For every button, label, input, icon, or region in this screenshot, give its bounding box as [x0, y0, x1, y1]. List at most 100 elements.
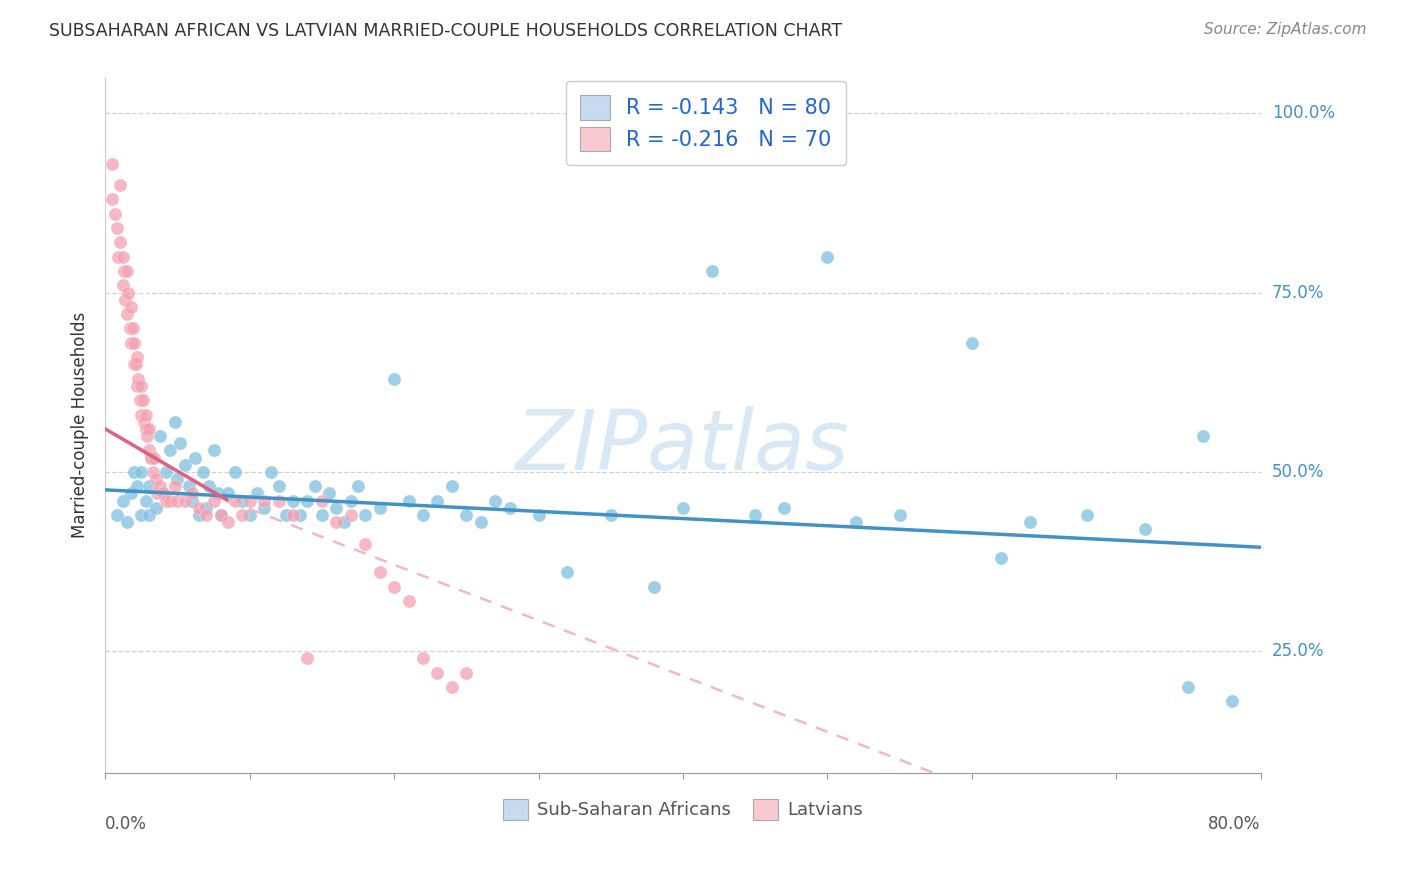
Point	[239, 508, 262, 522]
Point	[131, 508, 153, 522]
Text: 0.0%: 0.0%	[105, 815, 148, 833]
Point	[173, 493, 195, 508]
Point	[138, 508, 160, 522]
Point	[484, 493, 506, 508]
Point	[267, 493, 290, 508]
Point	[105, 508, 128, 522]
Point	[138, 422, 160, 436]
Point	[325, 515, 347, 529]
Point	[180, 493, 202, 508]
Point	[169, 436, 191, 450]
Point	[744, 508, 766, 522]
Point	[260, 465, 283, 479]
Point	[398, 493, 420, 508]
Point	[104, 207, 127, 221]
Point	[105, 221, 128, 235]
Point	[253, 500, 276, 515]
Point	[297, 651, 319, 665]
Point	[281, 508, 304, 522]
Point	[138, 479, 160, 493]
Point	[135, 422, 157, 436]
Point	[889, 508, 911, 522]
Point	[231, 493, 253, 508]
Point	[155, 465, 177, 479]
Point	[111, 278, 134, 293]
Point	[1018, 515, 1040, 529]
Point	[132, 393, 155, 408]
Point	[177, 479, 200, 493]
Point	[398, 594, 420, 608]
Point	[990, 551, 1012, 566]
Point	[412, 508, 434, 522]
Point	[700, 264, 723, 278]
Point	[125, 379, 148, 393]
Point	[470, 515, 492, 529]
Point	[1177, 680, 1199, 694]
Point	[124, 357, 146, 371]
Point	[145, 472, 167, 486]
Point	[120, 486, 142, 500]
Y-axis label: Married-couple Households: Married-couple Households	[72, 312, 89, 539]
Point	[101, 156, 124, 170]
Point	[209, 508, 232, 522]
Legend: Sub-Saharan Africans, Latvians: Sub-Saharan Africans, Latvians	[496, 791, 870, 827]
Point	[159, 443, 181, 458]
Point	[498, 500, 520, 515]
Point	[193, 465, 215, 479]
Point	[111, 493, 134, 508]
Point	[239, 493, 262, 508]
Point	[145, 500, 167, 515]
Point	[125, 479, 148, 493]
Point	[332, 515, 354, 529]
Point	[253, 493, 276, 508]
Point	[173, 458, 195, 472]
Point	[101, 193, 124, 207]
Point	[143, 450, 166, 465]
Point	[773, 500, 796, 515]
Point	[643, 580, 665, 594]
Point	[217, 515, 239, 529]
Text: 100.0%: 100.0%	[1272, 104, 1334, 122]
Point	[274, 508, 297, 522]
Point	[281, 493, 304, 508]
Point	[136, 429, 159, 443]
Point	[135, 493, 157, 508]
Point	[125, 350, 148, 364]
Point	[184, 450, 207, 465]
Point	[152, 486, 174, 500]
Point	[845, 515, 868, 529]
Point	[224, 465, 246, 479]
Point	[209, 508, 232, 522]
Point	[1192, 429, 1215, 443]
Point	[440, 680, 463, 694]
Point	[134, 415, 156, 429]
Point	[107, 250, 129, 264]
Point	[527, 508, 550, 522]
Text: 75.0%: 75.0%	[1272, 284, 1324, 301]
Point	[267, 479, 290, 493]
Point	[115, 264, 138, 278]
Point	[368, 500, 391, 515]
Point	[815, 250, 838, 264]
Point	[426, 493, 449, 508]
Point	[127, 372, 149, 386]
Point	[118, 321, 141, 335]
Point	[960, 335, 983, 350]
Text: 25.0%: 25.0%	[1272, 642, 1324, 660]
Text: Source: ZipAtlas.com: Source: ZipAtlas.com	[1204, 22, 1367, 37]
Point	[231, 508, 253, 522]
Point	[188, 500, 211, 515]
Point	[347, 479, 370, 493]
Text: ZIPatlas: ZIPatlas	[516, 406, 849, 487]
Point	[131, 379, 153, 393]
Point	[198, 479, 221, 493]
Point	[155, 493, 177, 508]
Point	[163, 415, 186, 429]
Point	[180, 486, 202, 500]
Point	[122, 465, 145, 479]
Point	[382, 580, 405, 594]
Point	[304, 479, 326, 493]
Point	[188, 508, 211, 522]
Point	[224, 493, 246, 508]
Point	[120, 300, 142, 314]
